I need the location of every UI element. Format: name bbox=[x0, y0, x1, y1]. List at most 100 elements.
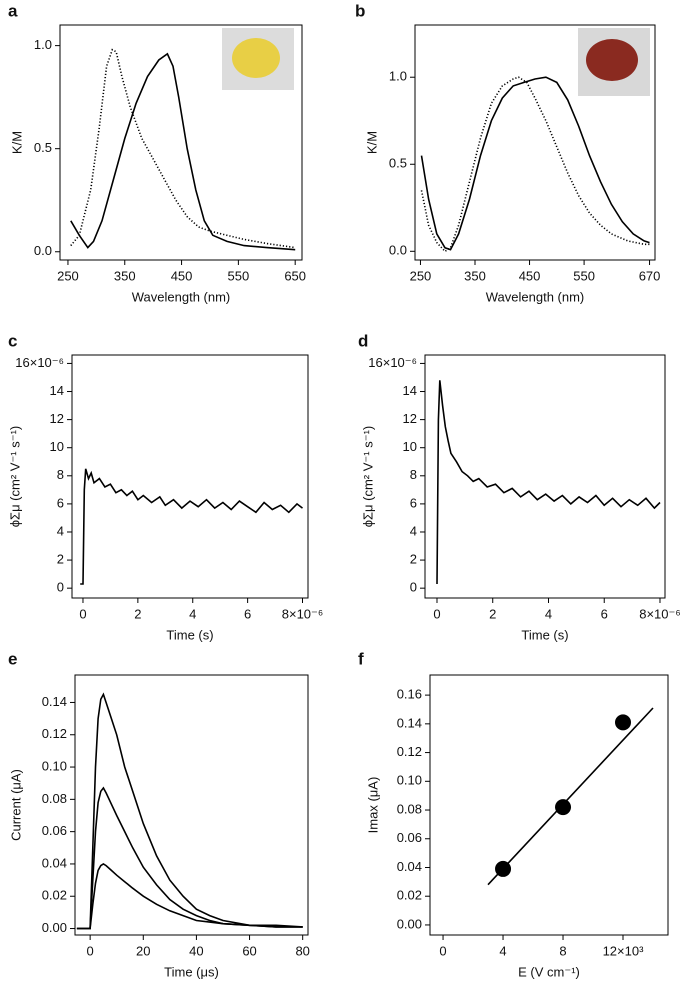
x-tick-label: 4 bbox=[189, 606, 196, 621]
x-axis-label: Wavelength (nm) bbox=[486, 289, 585, 304]
x-axis-label: E (V cm⁻¹) bbox=[518, 964, 580, 979]
y-tick-label: 0.06 bbox=[397, 830, 422, 845]
x-tick-label: 550 bbox=[573, 268, 595, 283]
y-tick-label: 0.12 bbox=[397, 744, 422, 759]
x-tick-label: 8 bbox=[559, 943, 566, 958]
x-tick-label: 80 bbox=[295, 943, 309, 958]
fit-line bbox=[487, 707, 654, 886]
series-line bbox=[420, 76, 650, 253]
x-tick-label: 12×10³ bbox=[603, 943, 645, 958]
series-line bbox=[436, 380, 661, 585]
panel-label: a bbox=[8, 1, 18, 20]
x-tick-label: 6 bbox=[244, 606, 251, 621]
data-point bbox=[615, 714, 632, 731]
x-tick-label: 670 bbox=[639, 268, 661, 283]
y-tick-label: 4 bbox=[410, 523, 417, 538]
y-tick-label: 0.10 bbox=[42, 758, 67, 773]
x-axis-label: Time (s) bbox=[166, 627, 213, 642]
x-tick-label: 8×10⁻⁶ bbox=[639, 606, 681, 621]
y-axis-label: K/M bbox=[364, 131, 379, 154]
y-tick-label: 0.08 bbox=[42, 791, 67, 806]
x-tick-label: 4 bbox=[499, 943, 506, 958]
y-tick-label: 0 bbox=[410, 580, 417, 595]
x-tick-label: 40 bbox=[189, 943, 203, 958]
y-tick-label: 10 bbox=[50, 439, 64, 454]
y-tick-label: 0.0 bbox=[34, 243, 52, 258]
y-tick-label: 8 bbox=[57, 467, 64, 482]
panel-label: b bbox=[355, 1, 365, 20]
x-tick-label: 0 bbox=[439, 943, 446, 958]
y-tick-label: 14 bbox=[403, 383, 417, 398]
series-line bbox=[76, 786, 303, 930]
y-axis-label: Current (μA) bbox=[8, 769, 23, 841]
y-tick-label: 0.12 bbox=[42, 726, 67, 741]
plot-frame bbox=[424, 354, 666, 599]
y-tick-label: 0.08 bbox=[397, 801, 422, 816]
plot-frame bbox=[71, 354, 309, 599]
y-tick-label: 0.14 bbox=[397, 715, 422, 730]
panel-label: d bbox=[358, 331, 368, 350]
panel-label: c bbox=[8, 331, 17, 350]
y-tick-label: 0 bbox=[57, 580, 64, 595]
y-tick-label: 12 bbox=[50, 411, 64, 426]
x-tick-label: 60 bbox=[242, 943, 256, 958]
y-tick-label: 0.16 bbox=[397, 687, 422, 702]
red-powder bbox=[586, 39, 638, 81]
x-tick-label: 2 bbox=[489, 606, 496, 621]
x-tick-label: 8×10⁻⁶ bbox=[282, 606, 324, 621]
y-tick-label: 0.02 bbox=[397, 888, 422, 903]
y-tick-label: 0.06 bbox=[42, 823, 67, 838]
y-tick-label: 2 bbox=[57, 552, 64, 567]
plot-frame bbox=[59, 24, 303, 261]
data-point bbox=[555, 799, 572, 816]
yellow-powder bbox=[232, 38, 280, 78]
x-tick-label: 450 bbox=[171, 268, 193, 283]
series-line bbox=[76, 862, 303, 930]
x-tick-label: 6 bbox=[601, 606, 608, 621]
panel-label: f bbox=[358, 649, 364, 668]
y-tick-label: 14 bbox=[50, 383, 64, 398]
x-tick-label: 650 bbox=[284, 268, 306, 283]
plot-frame bbox=[429, 674, 669, 936]
y-tick-label: 0.10 bbox=[397, 773, 422, 788]
y-tick-label: 0.14 bbox=[42, 694, 67, 709]
y-tick-label: 10 bbox=[403, 439, 417, 454]
y-tick-label: 1.0 bbox=[389, 69, 407, 84]
y-tick-label: 0.5 bbox=[34, 140, 52, 155]
x-tick-label: 550 bbox=[228, 268, 250, 283]
y-tick-label: 12 bbox=[403, 411, 417, 426]
x-tick-label: 4 bbox=[545, 606, 552, 621]
y-tick-label: 6 bbox=[410, 495, 417, 510]
x-tick-label: 350 bbox=[464, 268, 486, 283]
y-tick-label: 0.02 bbox=[42, 888, 67, 903]
x-tick-label: 250 bbox=[410, 268, 432, 283]
series-line bbox=[420, 76, 650, 251]
x-tick-label: 0 bbox=[87, 943, 94, 958]
y-axis-label: Imax (μA) bbox=[365, 777, 380, 834]
y-tick-label: 0.0 bbox=[389, 243, 407, 258]
y-axis-label: ϕΣμ (cm² V⁻¹ s⁻¹) bbox=[360, 426, 375, 528]
data-point bbox=[495, 860, 512, 877]
y-tick-label: 4 bbox=[57, 523, 64, 538]
y-tick-label: 8 bbox=[410, 467, 417, 482]
x-axis-label: Time (μs) bbox=[164, 964, 219, 979]
panel-label: e bbox=[8, 649, 17, 668]
y-tick-label: 0.04 bbox=[397, 859, 422, 874]
y-tick-label: 0.00 bbox=[42, 920, 67, 935]
plot-frame bbox=[414, 24, 656, 261]
y-tick-label: 0.00 bbox=[397, 916, 422, 931]
y-tick-label: 1.0 bbox=[34, 37, 52, 52]
series-line bbox=[76, 692, 303, 930]
x-axis-label: Wavelength (nm) bbox=[132, 289, 231, 304]
y-axis-label: ϕΣμ (cm² V⁻¹ s⁻¹) bbox=[7, 426, 22, 528]
x-tick-label: 450 bbox=[519, 268, 541, 283]
series-line bbox=[80, 468, 303, 585]
x-tick-label: 350 bbox=[114, 268, 136, 283]
y-axis-label: K/M bbox=[9, 131, 24, 154]
y-tick-label: 16×10⁻⁶ bbox=[368, 355, 417, 370]
series-line bbox=[70, 48, 296, 249]
x-tick-label: 20 bbox=[136, 943, 150, 958]
plot-frame bbox=[74, 674, 309, 936]
x-tick-label: 0 bbox=[79, 606, 86, 621]
